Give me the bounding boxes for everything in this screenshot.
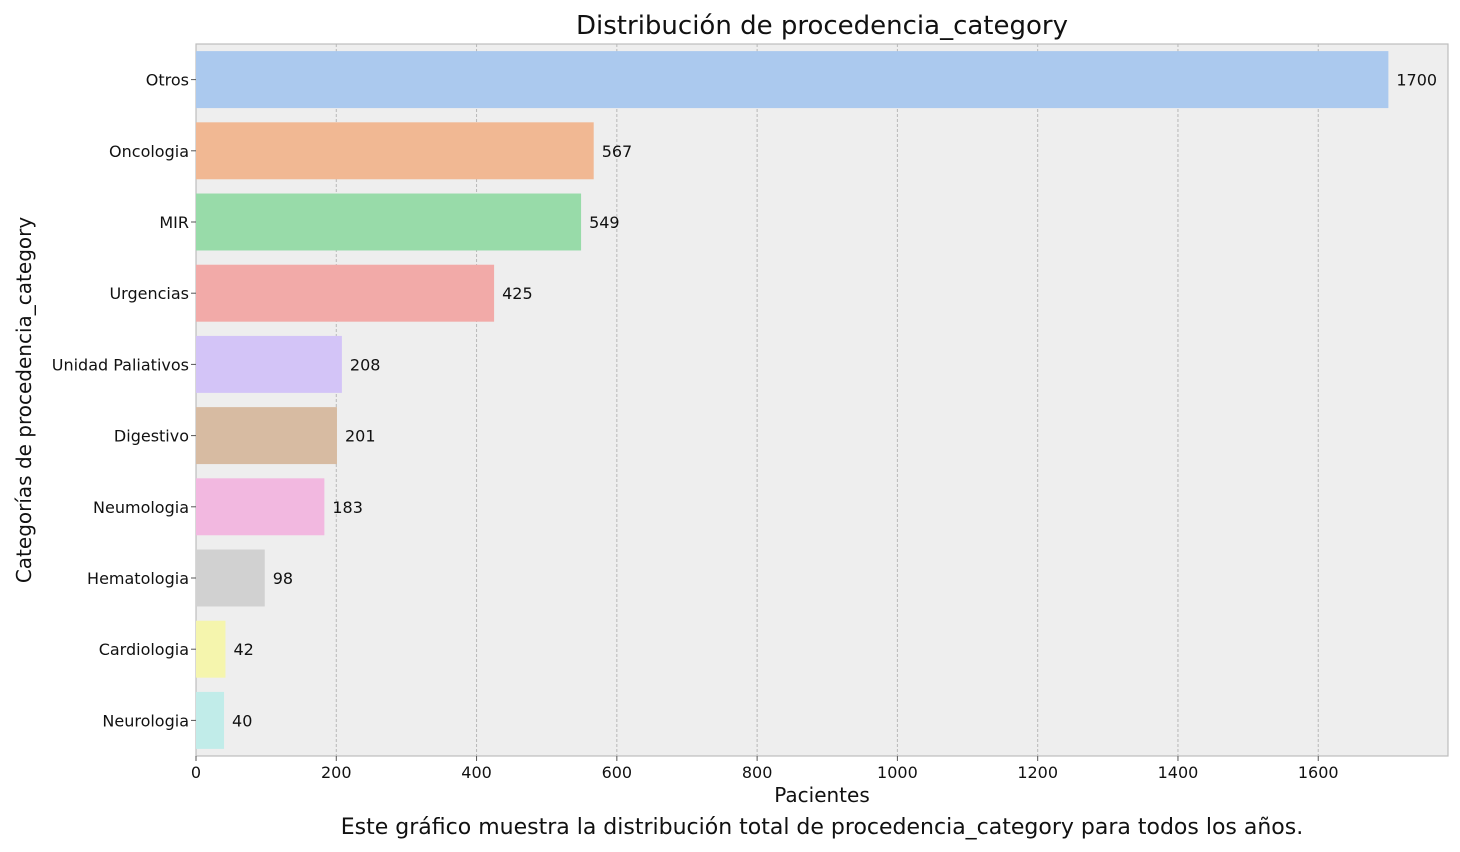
x-tick-label: 800 xyxy=(742,763,773,782)
bar xyxy=(196,264,495,322)
bar xyxy=(196,691,225,749)
x-tick-label: 1600 xyxy=(1298,763,1339,782)
bars xyxy=(196,51,1389,749)
y-tick-label: Neurologia xyxy=(102,711,189,730)
bar xyxy=(196,478,325,536)
x-tick-label: 200 xyxy=(321,763,352,782)
data-label: 183 xyxy=(332,498,363,517)
bar xyxy=(196,51,1389,109)
y-tick-label: Unidad Paliativos xyxy=(52,355,189,374)
data-label: 1700 xyxy=(1396,71,1437,90)
bar xyxy=(196,335,342,393)
y-tick-label: Digestivo xyxy=(114,427,189,446)
data-label: 40 xyxy=(232,711,252,730)
data-label: 98 xyxy=(273,569,293,588)
x-tick-label: 400 xyxy=(461,763,492,782)
chart-caption: Este gráfico muestra la distribución tot… xyxy=(341,815,1303,840)
bar xyxy=(196,122,594,180)
category-labels: Otros Oncologia MIR Urgencias Unidad Paliati… xyxy=(52,71,196,730)
y-tick-label: Otros xyxy=(146,71,189,90)
bar xyxy=(196,193,582,251)
x-tick-label: 0 xyxy=(191,763,201,782)
y-tick-label: Cardiologia xyxy=(99,640,189,659)
x-tick-label: 600 xyxy=(602,763,633,782)
data-label: 549 xyxy=(589,213,620,232)
data-label: 425 xyxy=(502,284,533,303)
x-tick-label: 1400 xyxy=(1158,763,1199,782)
y-tick-label: MIR xyxy=(159,213,189,232)
y-tick-label: Hematologia xyxy=(87,569,189,588)
x-tick-label: 1200 xyxy=(1017,763,1058,782)
y-axis-label: Categorías de procedencia_category xyxy=(12,217,36,584)
data-labels: 1700 567 549 425 208 201 183 98 42 40 xyxy=(232,71,1437,731)
chart-title: Distribución de procedencia_category xyxy=(576,11,1068,41)
x-tick-label: 1000 xyxy=(877,763,918,782)
y-tick-label: Urgencias xyxy=(109,284,189,303)
bar xyxy=(196,407,337,465)
grid-lines xyxy=(335,44,1319,756)
x-axis-ticks: 0 200 400 600 800 1000 1200 1400 1600 xyxy=(191,756,1339,782)
data-label: 567 xyxy=(602,142,633,161)
data-label: 208 xyxy=(350,355,381,374)
bar xyxy=(196,549,265,607)
y-tick-label: Oncologia xyxy=(109,142,189,161)
data-label: 201 xyxy=(345,427,376,446)
data-label: 42 xyxy=(233,640,253,659)
y-tick-label: Neumologia xyxy=(93,498,189,517)
bar xyxy=(196,620,226,678)
x-axis-label: Pacientes xyxy=(774,783,870,807)
